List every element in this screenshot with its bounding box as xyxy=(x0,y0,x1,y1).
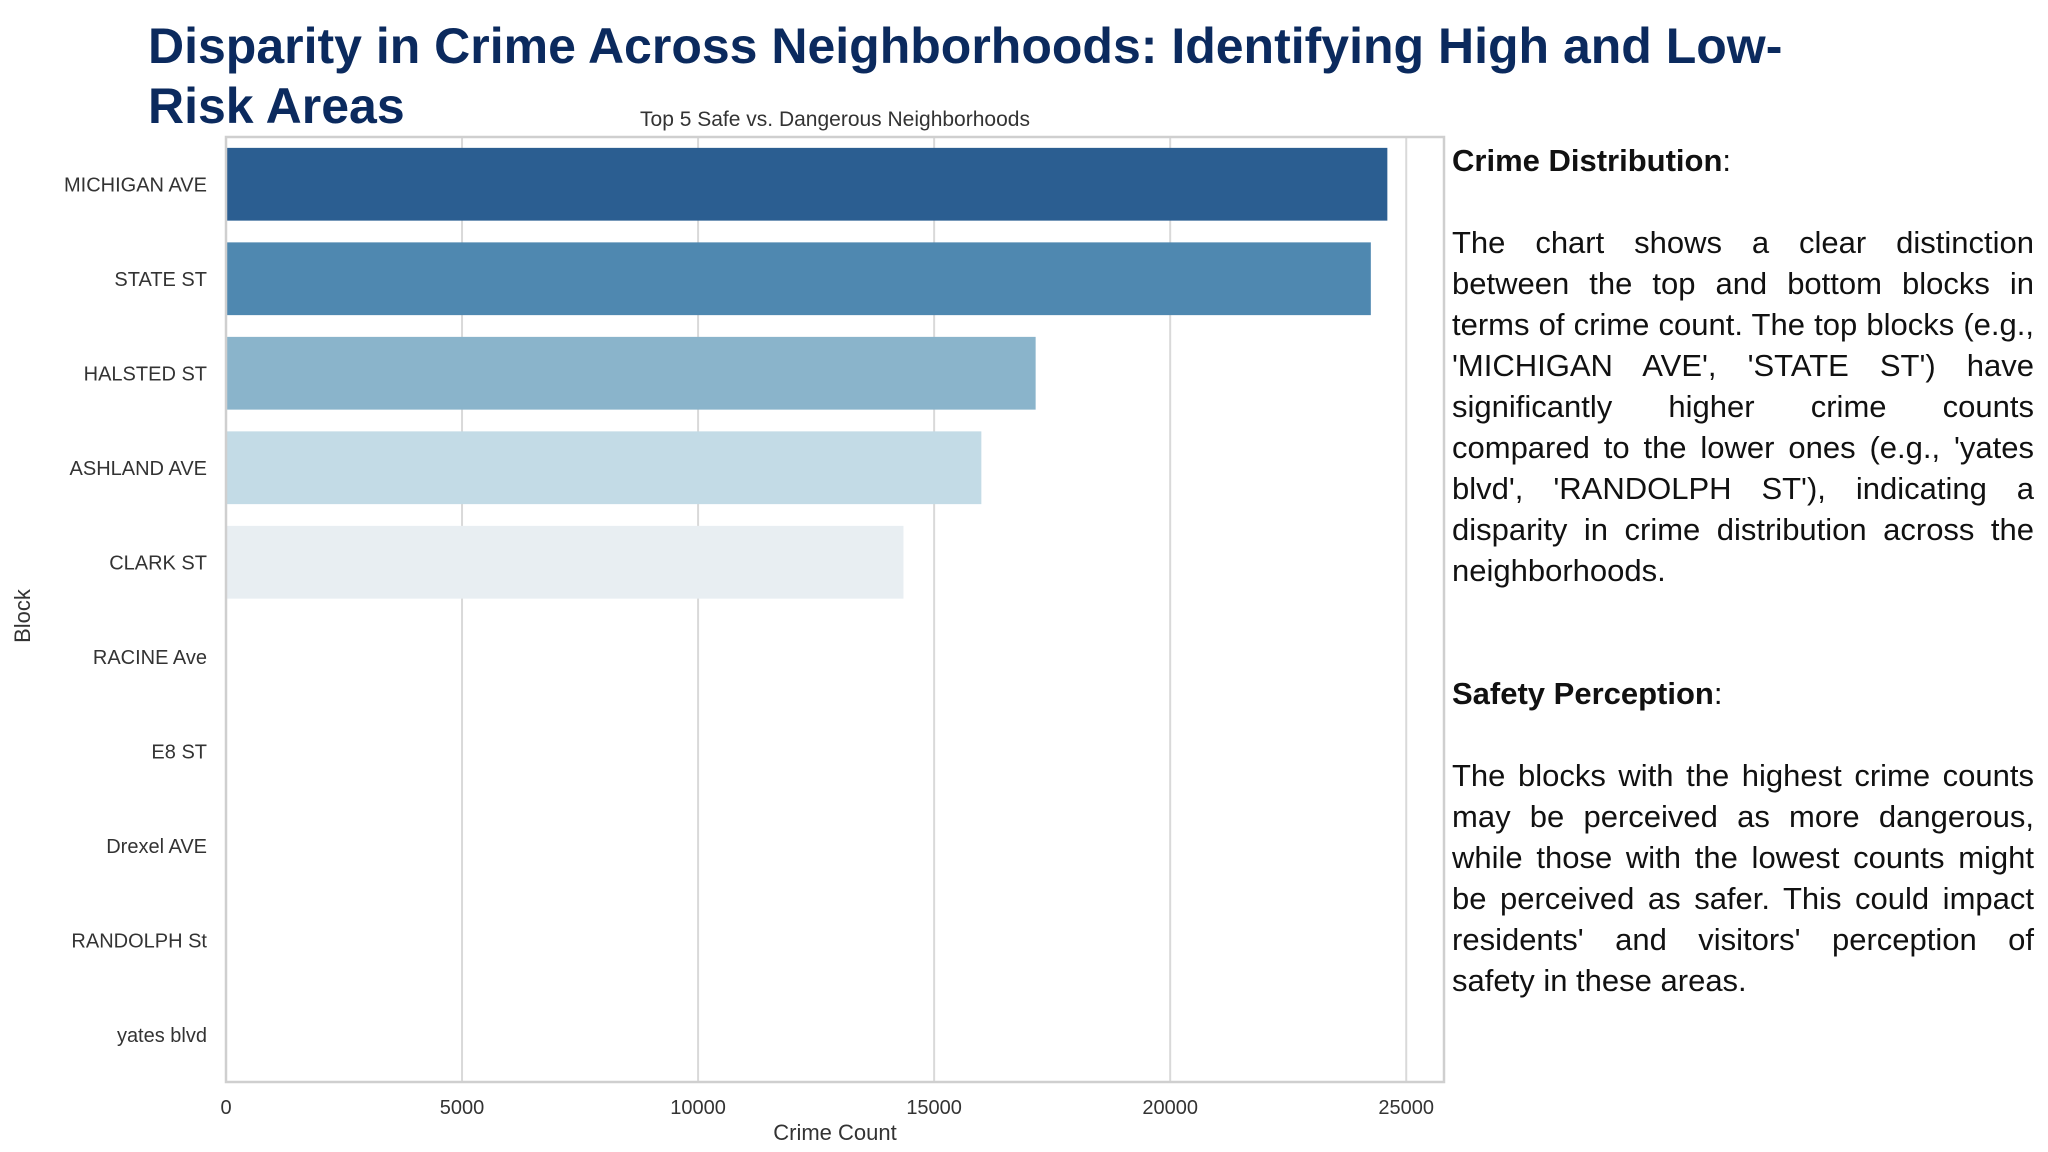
y-tick-label: Drexel AVE xyxy=(106,836,207,858)
x-tick-label: 15000 xyxy=(906,1097,962,1119)
notes-panel: Crime Distribution: The chart shows a cl… xyxy=(1452,140,2034,1001)
bar xyxy=(226,147,1388,221)
slide-title: Disparity in Crime Across Neighborhoods:… xyxy=(148,18,1783,134)
y-tick-label: RANDOLPH St xyxy=(71,930,207,952)
heading-text: Crime Distribution xyxy=(1452,143,1723,178)
x-tick-label: 10000 xyxy=(670,1097,726,1119)
x-axis-label: Crime Count xyxy=(773,1120,896,1145)
x-tick-label: 5000 xyxy=(440,1097,485,1119)
bar xyxy=(226,431,982,505)
bars xyxy=(226,147,1388,1072)
chart-title: Top 5 Safe vs. Dangerous Neighborhoods xyxy=(640,108,1030,131)
y-tick-label: yates blvd xyxy=(117,1025,207,1047)
bar xyxy=(226,525,904,599)
y-tick-label: STATE ST xyxy=(114,269,207,291)
heading-colon: : xyxy=(1713,676,1723,711)
plot-frame xyxy=(224,135,1446,1084)
y-tick-label: ASHLAND AVE xyxy=(70,458,207,480)
y-axis-label: Block xyxy=(10,588,35,643)
safety-perception-heading: Safety Perception: xyxy=(1452,673,2034,714)
crime-distribution-text: The chart shows a clear distinction betw… xyxy=(1452,225,2034,588)
x-tick-label: 0 xyxy=(220,1097,231,1119)
bar xyxy=(226,242,1371,316)
x-tick-labels: 0 5000 10000 15000 20000 25000 xyxy=(220,1097,1434,1119)
y-tick-label: HALSTED ST xyxy=(84,363,207,385)
y-tick-label: CLARK ST xyxy=(109,552,207,574)
y-tick-label: RACINE Ave xyxy=(93,647,207,669)
bar-chart: Top 5 Safe vs. Dangerous Neighborhoods M… xyxy=(10,108,1446,1145)
y-tick-labels: MICHIGAN AVE STATE ST HALSTED ST ASHLAND AV… xyxy=(64,174,207,1047)
heading-text: Safety Perception xyxy=(1452,676,1714,711)
y-tick-label: E8 ST xyxy=(151,741,207,763)
crime-distribution-heading: Crime Distribution: xyxy=(1452,140,2034,181)
x-tick-label: 20000 xyxy=(1142,1097,1198,1119)
heading-colon: : xyxy=(1722,143,1732,178)
bar xyxy=(226,336,1036,410)
x-tick-label: 25000 xyxy=(1378,1097,1434,1119)
y-tick-label: MICHIGAN AVE xyxy=(64,174,207,196)
safety-perception-text: The blocks with the highest crime counts… xyxy=(1452,758,2034,998)
